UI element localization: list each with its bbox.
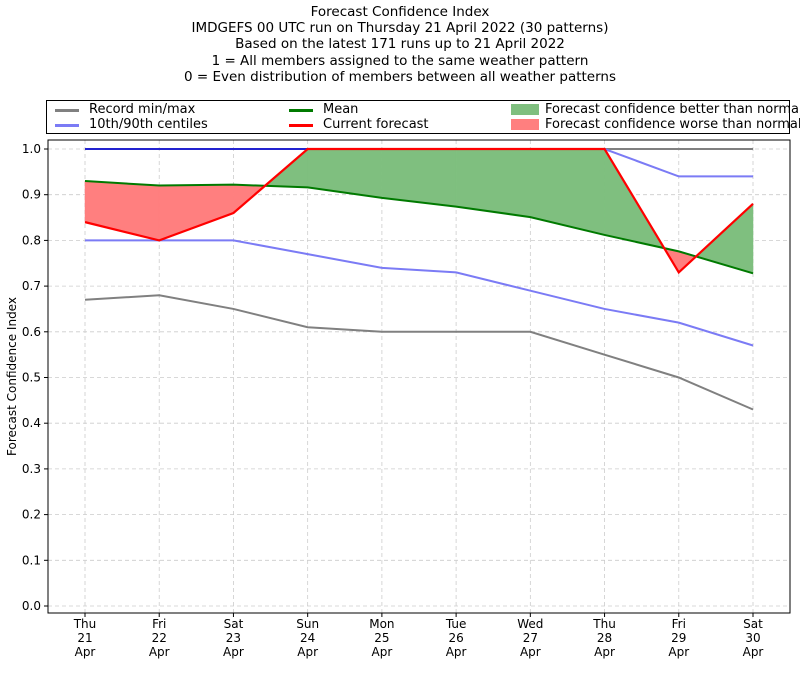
fill-better-than-normal <box>695 203 754 274</box>
x-tick-label: Sat <box>224 617 244 631</box>
y-tick-label: 0.1 <box>22 553 41 567</box>
legend-swatch-record <box>55 109 79 112</box>
y-tick-label: 1.0 <box>22 142 41 156</box>
legend-swatch-better <box>511 104 539 115</box>
x-tick-label: 26 <box>448 631 463 645</box>
legend-label-better: Forecast confidence better than normal <box>545 102 800 117</box>
x-tick-label: Sat <box>743 617 763 631</box>
y-tick-label: 0.6 <box>22 325 41 339</box>
fill-better-than-normal <box>381 148 457 207</box>
x-tick-label: 22 <box>152 631 167 645</box>
chart-title-block: Forecast Confidence Index IMDGEFS 00 UTC… <box>0 4 800 85</box>
y-tick-label: 0.8 <box>22 233 41 247</box>
x-tick-label: 28 <box>597 631 612 645</box>
x-tick-label: Fri <box>152 617 166 631</box>
y-tick-label: 0.7 <box>22 279 41 293</box>
legend-swatch-centiles <box>55 124 79 127</box>
x-tick-label: Fri <box>672 617 686 631</box>
x-tick-label: Thu <box>592 617 616 631</box>
current-forecast-line <box>84 147 754 275</box>
x-tick-label: Sun <box>296 617 319 631</box>
x-tick-label: Apr <box>75 645 96 659</box>
y-axis: 0.0 0.1 0.2 0.3 0.4 0.5 0.6 0.7 0.8 0.9 1.0 <box>22 142 48 613</box>
x-tick-label: 27 <box>523 631 538 645</box>
legend-label-current: Current forecast <box>323 117 429 132</box>
chart-subtitle-one: 1 = All members assigned to the same wea… <box>211 52 589 69</box>
x-tick-label: Apr <box>520 645 541 659</box>
chart-subtitle-runs: Based on the latest 171 runs up to 21 Ap… <box>235 36 565 53</box>
y-tick-label: 0.3 <box>22 462 41 476</box>
legend-label-centiles: 10th/90th centiles <box>89 117 208 132</box>
plot-frame <box>47 139 791 614</box>
y-tick-label: 0.0 <box>22 599 41 613</box>
legend-label-worse: Forecast confidence worse than normal <box>545 117 800 132</box>
y-tick-label: 0.5 <box>22 371 41 385</box>
x-tick-label: Apr <box>223 645 244 659</box>
mean-line <box>84 179 754 275</box>
legend-swatch-mean <box>289 109 313 112</box>
x-tick-label: Apr <box>668 645 689 659</box>
legend-swatch-current <box>289 124 313 127</box>
fill-better-than-normal <box>307 148 383 199</box>
x-tick-label: 24 <box>300 631 315 645</box>
legend-label-record: Record min/max <box>89 102 196 117</box>
y-tick-label: 0.4 <box>22 416 41 430</box>
x-tick-label: Apr <box>743 645 764 659</box>
x-tick-label: 23 <box>226 631 241 645</box>
x-tick-label: Wed <box>517 617 543 631</box>
x-tick-label: 29 <box>671 631 686 645</box>
p10-line <box>85 239 754 347</box>
x-tick-label: Apr <box>446 645 467 659</box>
x-tick-label: Thu <box>73 617 97 631</box>
chart-subtitle-zero: 0 = Even distribution of members between… <box>183 68 617 85</box>
chart-legend: Record min/max 10th/90th centiles Mean C… <box>46 100 800 134</box>
y-tick-label: 0.9 <box>22 188 41 202</box>
fill-better-than-normal <box>530 148 605 236</box>
x-tick-label: Apr <box>594 645 615 659</box>
x-tick-label: Tue <box>445 617 467 631</box>
legend-label-mean: Mean <box>323 102 359 117</box>
legend-swatch-worse <box>511 119 539 130</box>
confidence-fill <box>84 148 754 274</box>
fill-better-than-normal <box>455 148 531 218</box>
chart-title: Forecast Confidence Index <box>310 4 490 20</box>
y-tick-label: 0.2 <box>22 508 41 522</box>
x-tick-label: 21 <box>77 631 92 645</box>
y-axis-label: Forecast Confidence Index <box>5 297 19 456</box>
x-tick-label: 30 <box>745 631 760 645</box>
x-tick-label: Apr <box>372 645 393 659</box>
record-min-line <box>84 294 754 411</box>
x-tick-label: 25 <box>374 631 389 645</box>
x-axis: Thu21AprFri22AprSat23AprSun24AprMon25Apr… <box>73 613 764 659</box>
x-tick-label: Apr <box>149 645 170 659</box>
x-tick-label: Apr <box>297 645 318 659</box>
x-tick-label: Mon <box>369 617 394 631</box>
chart-subtitle-run: IMDGEFS 00 UTC run on Thursday 21 April … <box>191 20 609 37</box>
fill-worse-than-normal <box>158 184 234 241</box>
